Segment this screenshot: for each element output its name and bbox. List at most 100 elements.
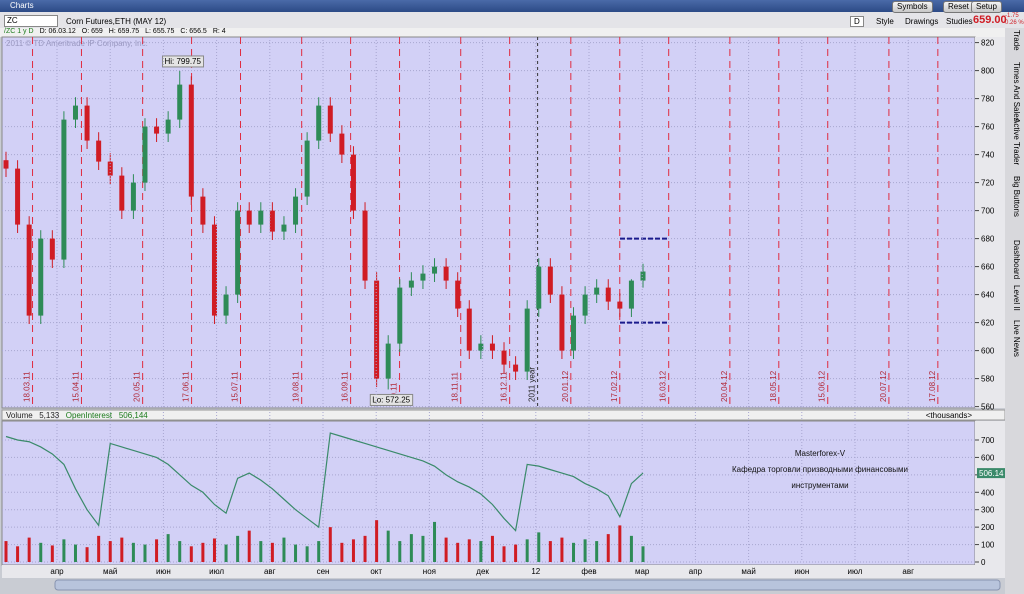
volume-bar xyxy=(641,546,645,562)
side-tab[interactable]: Level II xyxy=(1012,285,1021,311)
y-tick-label: 640 xyxy=(981,291,995,300)
candle-body xyxy=(293,196,299,225)
volume-bar xyxy=(629,535,633,562)
date-label: 16.12.11 xyxy=(500,371,509,402)
y-tick-label: 700 xyxy=(981,207,995,216)
candle-body xyxy=(130,182,136,211)
volume-bar xyxy=(537,532,541,562)
candle-body xyxy=(84,105,90,141)
info-field: L: 655.75 xyxy=(145,28,175,35)
volume-bar xyxy=(178,541,182,562)
candle-body xyxy=(223,294,229,316)
month-label: окт xyxy=(370,567,382,576)
candle-body xyxy=(420,273,426,281)
candle-body xyxy=(269,210,275,232)
volume-bar xyxy=(398,541,402,562)
candle-body xyxy=(154,126,160,134)
tool[interactable]: Drawings xyxy=(905,17,939,26)
y-tick-label: 580 xyxy=(981,375,995,384)
y-tick-label: 300 xyxy=(981,506,995,515)
volume-bar xyxy=(572,542,576,562)
candle-body xyxy=(594,287,600,295)
candle-body xyxy=(142,126,148,183)
volume-bar xyxy=(143,544,147,562)
candle-body xyxy=(397,287,403,344)
price-label: Lo: 572.25 xyxy=(372,395,410,404)
candle-body xyxy=(15,168,21,225)
volume-bar xyxy=(131,542,135,562)
window-button[interactable]: Symbols xyxy=(892,1,933,13)
side-tab[interactable]: Dashboard xyxy=(1012,240,1021,279)
candle-body xyxy=(466,308,472,351)
date-label: 15.07.11 xyxy=(231,371,240,402)
date-label: 20.05.11 xyxy=(133,371,142,402)
month-label: мар xyxy=(635,567,650,576)
info-field: O: 659 xyxy=(81,28,103,35)
volume-bar xyxy=(247,530,251,562)
candle-body xyxy=(362,210,368,281)
period[interactable]: D xyxy=(850,16,864,27)
candle-body xyxy=(281,224,287,232)
volume-bar xyxy=(560,537,564,562)
side-tab[interactable]: Active Trader xyxy=(1012,118,1021,165)
tool[interactable]: Style xyxy=(876,17,894,26)
y-tick-label: 400 xyxy=(981,488,995,497)
date-label: 20.04.12 xyxy=(720,370,729,402)
candle-body xyxy=(350,154,356,211)
candle-body xyxy=(188,84,194,197)
y-tick-label: 740 xyxy=(981,151,995,160)
side-tab[interactable]: Big Buttons xyxy=(1012,176,1021,217)
tool[interactable]: Studies xyxy=(946,17,973,26)
candle-body xyxy=(316,105,322,141)
window-button[interactable]: Setup xyxy=(971,1,1002,13)
volume-bar xyxy=(363,535,367,562)
volume-bar xyxy=(583,539,587,562)
volume-bar xyxy=(433,521,437,562)
volume-bar xyxy=(259,541,263,562)
side-tab[interactable]: Trade xyxy=(1012,30,1021,51)
candle-body xyxy=(107,161,113,176)
y-tick-label: 680 xyxy=(981,235,995,244)
window-button[interactable]: Reset xyxy=(943,1,974,13)
oi-tag-bg xyxy=(977,468,1005,479)
volume-bar xyxy=(606,534,610,562)
volume-bar xyxy=(479,541,483,562)
volume-bar xyxy=(155,539,159,562)
lower-panel xyxy=(1,420,976,566)
volume-bar xyxy=(421,535,425,562)
candle-body xyxy=(605,287,611,302)
date-label: 10.11 xyxy=(390,382,399,402)
candle-body xyxy=(617,301,623,309)
y-tick-label: 200 xyxy=(981,523,995,532)
candle-body xyxy=(96,140,102,162)
candle-body xyxy=(443,266,449,281)
price-panel xyxy=(1,36,976,409)
side-tab[interactable]: Live News xyxy=(1012,320,1021,357)
volume-bar xyxy=(351,539,355,562)
volume-bar xyxy=(444,537,448,562)
volume-bar xyxy=(467,539,471,562)
month-label: апр xyxy=(689,567,703,576)
change-pct: -0.26 % xyxy=(1003,20,1024,26)
volume-bar xyxy=(27,537,31,562)
month-label: май xyxy=(103,567,117,576)
info-field: /ZC 1 y D xyxy=(4,28,34,35)
volume-bar xyxy=(201,542,205,562)
info-field: H: 659.75 xyxy=(108,28,140,35)
candle-body xyxy=(72,105,78,120)
annotation: Masterforex-V xyxy=(795,449,846,458)
month-label: июн xyxy=(156,567,171,576)
info-field: R: 4 xyxy=(212,28,226,35)
volume-bar xyxy=(375,520,379,562)
symbol-box[interactable]: ZC xyxy=(4,15,58,27)
candle-body xyxy=(408,280,414,288)
y-tick-label: 820 xyxy=(981,39,995,48)
month-label: ноя xyxy=(423,567,436,576)
month-label: июн xyxy=(794,567,809,576)
side-tab[interactable]: Times And Sales xyxy=(1012,62,1021,122)
volume-bar xyxy=(618,525,622,562)
volume-bar xyxy=(39,542,43,562)
date-label: 17.08.12 xyxy=(928,370,937,402)
window-title[interactable]: Charts xyxy=(10,1,34,10)
